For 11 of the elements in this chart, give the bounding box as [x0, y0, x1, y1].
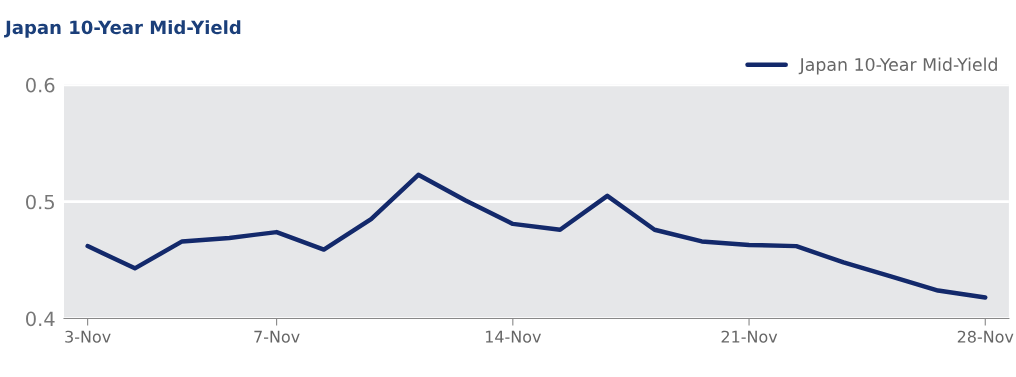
- x-tick-label: 3-Nov: [65, 330, 111, 343]
- legend-label: Japan 10-Year Mid-Yield: [798, 57, 997, 75]
- y-tick-label: 0.4: [26, 311, 55, 327]
- line-series: [85, 172, 988, 300]
- y-tick-label: 0.5: [26, 194, 54, 210]
- x-tick-label: 14-Nov: [485, 330, 541, 343]
- x-tick-label: 7-Nov: [254, 330, 300, 343]
- x-tick-label: 21-Nov: [721, 330, 778, 343]
- chart-title: Japan 10-Year Mid-Yield: [4, 20, 241, 38]
- x-tick-label: 28-Nov: [957, 330, 1014, 343]
- y-tick-label: 0.6: [26, 77, 55, 93]
